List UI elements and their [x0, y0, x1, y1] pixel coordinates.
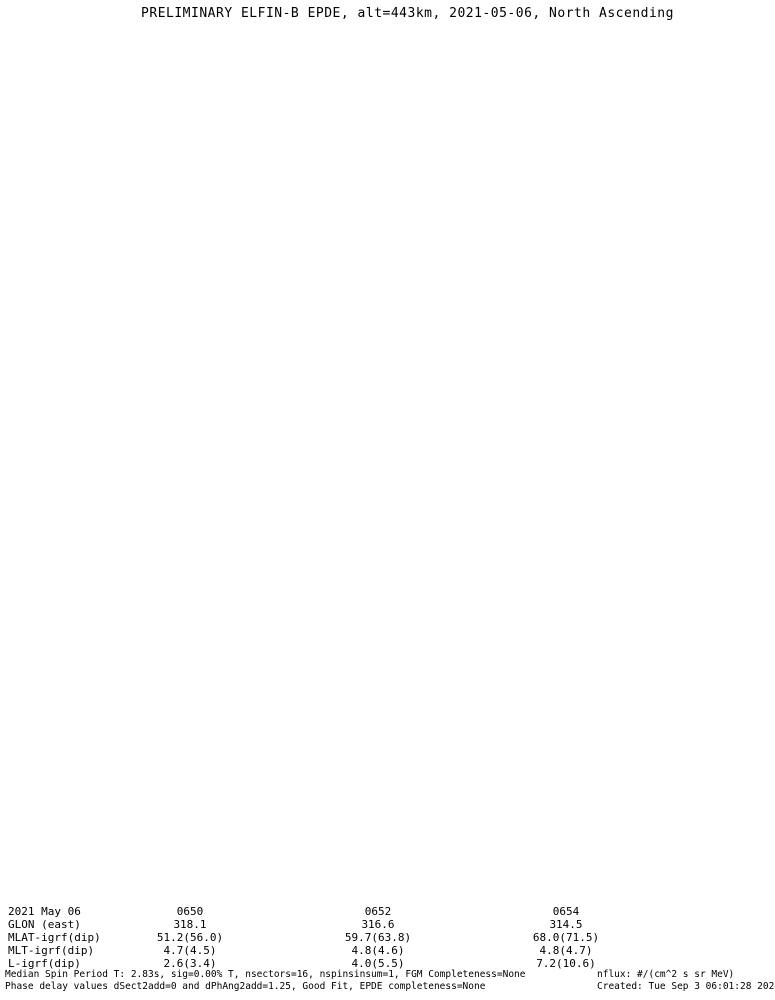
row-label: L-igrf(dip) — [8, 957, 81, 970]
row-value: 316.6 — [361, 918, 395, 931]
row-value: 51.2(56.0) — [156, 931, 224, 944]
nflux-unit-note: nflux: #/(cm^2 s sr MeV) — [597, 969, 735, 980]
row-value: 68.0(71.5) — [532, 931, 600, 944]
time-tick: 0652 — [364, 905, 392, 918]
row-value: 59.7(63.8) — [344, 931, 412, 944]
time-tick: 0650 — [176, 905, 204, 918]
row-value: 2.6(3.4) — [163, 957, 217, 970]
row-value: 4.7(4.5) — [163, 944, 217, 957]
time-tick: 0654 — [552, 905, 580, 918]
row-label: MLT-igrf(dip) — [8, 944, 95, 957]
figure-title: PRELIMINARY ELFIN-B EPDE, alt=443km, 202… — [141, 6, 674, 21]
glon-row: GLON (east) 318.1 316.6 314.5 — [0, 918, 775, 931]
row-value: 318.1 — [173, 918, 207, 931]
row-label: MLAT-igrf(dip) — [8, 931, 101, 944]
time-axis-row: 2021 May 06 0650 0652 0654 — [0, 905, 775, 918]
created-note: Created: Tue Sep 3 06:01:28 2024 — [597, 981, 775, 992]
date-label: 2021 May 06 — [8, 905, 81, 918]
row-value: 4.0(5.5) — [351, 957, 405, 970]
row-label: GLON (east) — [8, 918, 81, 931]
row-value: 4.8(4.6) — [351, 944, 405, 957]
mlat-row: MLAT-igrf(dip) 51.2(56.0) 59.7(63.8) 68.… — [0, 931, 775, 944]
row-value: 7.2(10.6) — [536, 957, 596, 970]
mlt-row: MLT-igrf(dip) 4.7(4.5) 4.8(4.6) 4.8(4.7) — [0, 944, 775, 957]
lshell-row: L-igrf(dip) 2.6(3.4) 4.0(5.5) 7.2(10.6) — [0, 957, 775, 970]
row-value: 4.8(4.7) — [539, 944, 593, 957]
row-value: 314.5 — [549, 918, 583, 931]
footer-spin-note: Median Spin Period T: 2.83s, sig=0.00% T… — [5, 969, 526, 980]
footer-phase-note: Phase delay values dSect2add=0 and dPhAn… — [5, 981, 486, 992]
